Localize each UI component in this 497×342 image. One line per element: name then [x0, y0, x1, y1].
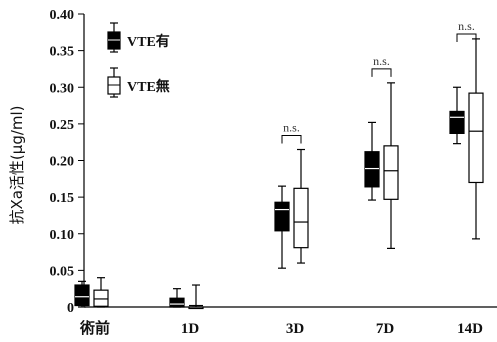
legend-label: VTE無	[127, 78, 170, 95]
x-tick-label: 14D	[457, 321, 483, 337]
box-open	[188, 284, 204, 310]
box-filled	[449, 86, 465, 145]
box-iqr	[293, 187, 309, 249]
box-open	[383, 82, 399, 249]
box-iqr	[468, 92, 484, 184]
box-iqr	[449, 110, 465, 134]
box-iqr	[274, 201, 290, 232]
series-open	[93, 38, 484, 310]
legend-label: VTE有	[127, 33, 170, 50]
ns-bracket-line	[371, 68, 392, 77]
box-series	[74, 38, 484, 310]
box-iqr	[169, 297, 185, 308]
x-tick-label: 術前	[79, 319, 110, 337]
y-tick-label: 0.25	[50, 118, 75, 133]
ns-label: n.s.	[458, 19, 475, 33]
x-tick-label: 7D	[376, 321, 395, 337]
legend: VTE有 VTE無	[107, 22, 170, 98]
box-open	[293, 148, 309, 264]
ns-bracket-line	[281, 135, 302, 144]
axes	[83, 14, 497, 308]
x-tick-label: 1D	[181, 321, 200, 337]
y-tick-label: 0.30	[50, 81, 75, 96]
y-tick-label: 0	[67, 301, 74, 316]
ns-bracket: n.s.	[371, 54, 392, 77]
y-tick-label: 0.40	[50, 8, 75, 23]
y-tick-label: 0.35	[50, 45, 75, 60]
box-filled	[274, 185, 290, 269]
legend-item-open: VTE無	[107, 67, 170, 98]
ns-bracket: n.s.	[456, 19, 477, 42]
box-iqr	[74, 284, 90, 307]
ns-label: n.s.	[283, 121, 300, 135]
y-tick-label: 0.20	[50, 155, 75, 170]
box-iqr	[383, 145, 399, 200]
ns-bracket: n.s.	[281, 121, 302, 144]
y-tick-label: 0.05	[50, 264, 75, 279]
legend-item-filled: VTE有	[107, 22, 170, 53]
y-axis-title: 抗Xa活性(μg/ml)	[8, 105, 26, 224]
y-tick-label: 0.15	[50, 191, 75, 206]
ns-annotations: n.s. n.s. n.s.	[281, 19, 477, 144]
box-filled	[74, 280, 90, 308]
box-filled	[169, 288, 185, 308]
box-filled	[364, 121, 380, 201]
x-tick-label: 3D	[286, 321, 305, 337]
box-open	[93, 277, 109, 308]
box-iqr	[93, 289, 109, 307]
box-iqr	[188, 306, 204, 310]
box-iqr	[364, 151, 380, 188]
x-tick-labels: 術前 1D 3D 7D 14D	[79, 319, 483, 337]
box-open	[468, 38, 484, 240]
y-ticks: 0 0.05 0.10 0.15 0.20 0.25 0.30 0.35 0.40	[50, 8, 84, 316]
series-filled	[74, 86, 465, 308]
ns-bracket-line	[456, 33, 477, 42]
y-tick-label: 0.10	[50, 228, 75, 243]
ns-label: n.s.	[373, 54, 390, 68]
